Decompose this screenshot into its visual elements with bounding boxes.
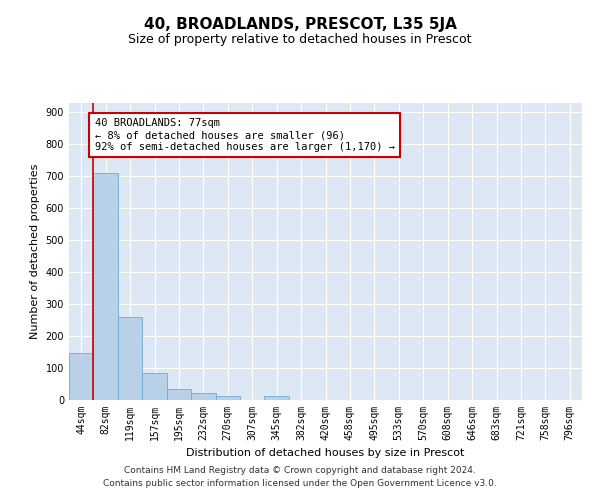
Bar: [142, 373, 167, 400]
X-axis label: Distribution of detached houses by size in Prescot: Distribution of detached houses by size …: [187, 448, 464, 458]
Bar: [265, 396, 289, 400]
Bar: [69, 352, 94, 400]
Y-axis label: Number of detached properties: Number of detached properties: [30, 164, 40, 339]
Text: 40 BROADLANDS: 77sqm
← 8% of detached houses are smaller (96)
92% of semi-detach: 40 BROADLANDS: 77sqm ← 8% of detached ho…: [95, 118, 395, 152]
Text: Size of property relative to detached houses in Prescot: Size of property relative to detached ho…: [128, 32, 472, 46]
Text: Contains HM Land Registry data © Crown copyright and database right 2024.
Contai: Contains HM Land Registry data © Crown c…: [103, 466, 497, 487]
Bar: [118, 317, 142, 400]
Bar: [215, 396, 240, 400]
Bar: [191, 393, 215, 400]
Bar: [167, 389, 191, 400]
Bar: [94, 173, 118, 400]
Text: 40, BROADLANDS, PRESCOT, L35 5JA: 40, BROADLANDS, PRESCOT, L35 5JA: [143, 18, 457, 32]
